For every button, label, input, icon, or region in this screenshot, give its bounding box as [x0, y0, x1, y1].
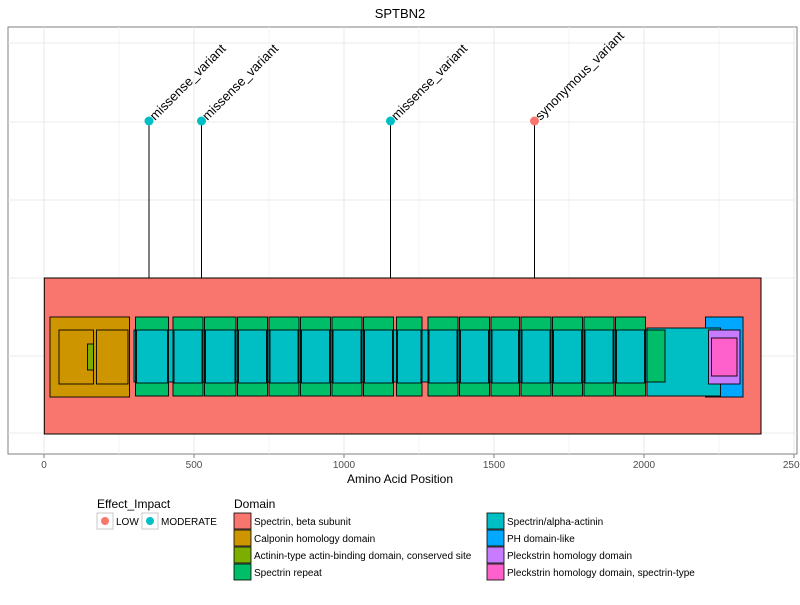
domain-box	[521, 329, 551, 384]
legend-item-label: Pleckstrin homology domain, spectrin-typ…	[507, 568, 695, 579]
legend-item-label: Spectrin, beta subunit	[254, 517, 351, 528]
x-tick-label: 500	[186, 460, 203, 471]
domain-box	[238, 329, 267, 384]
domain-box	[332, 329, 362, 384]
legend-key-swatch	[233, 512, 252, 530]
x-tick-label: 1500	[483, 460, 506, 471]
legend-key-swatch	[233, 563, 252, 581]
legend-key-swatch	[486, 546, 505, 564]
legend-item-label: Spectrin repeat	[254, 568, 322, 579]
domain-box	[584, 329, 614, 384]
domain-box	[428, 329, 458, 384]
legend-item-label: Pleckstrin homology domain	[507, 551, 632, 562]
domain-box	[173, 329, 203, 384]
legend-item-label: PH domain-like	[507, 534, 575, 545]
chart-title: SPTBN2	[375, 6, 426, 21]
legend-key-swatch	[233, 529, 252, 547]
lollipop-point	[197, 116, 206, 126]
domain-box	[96, 329, 129, 385]
legend-item-label: Calponin homology domain	[254, 534, 375, 545]
lollipop-point	[530, 116, 539, 126]
domain-box	[87, 343, 94, 371]
domain-box	[397, 329, 422, 384]
legend-effect-impact: Effect_Impact LOW MODERATE	[96, 497, 217, 530]
domain-box	[136, 329, 168, 384]
legend-effect-title: Effect_Impact	[97, 497, 171, 511]
domain-box	[616, 329, 645, 384]
x-tick-label: 0	[41, 460, 47, 471]
legend-item-label: Spectrin/alpha-actinin	[507, 517, 603, 528]
x-tick-label: 1000	[333, 460, 356, 471]
legend-key-swatch	[486, 512, 505, 530]
legend-key-point	[101, 517, 109, 525]
domain-box	[553, 329, 582, 384]
domain-box	[460, 329, 489, 384]
legend-key-point	[146, 517, 154, 525]
legend-key-swatch	[486, 529, 505, 547]
legend-item-label: Actinin-type actin-binding domain, conse…	[254, 551, 472, 562]
legend-domain-title: Domain	[234, 497, 275, 511]
domain-box	[364, 329, 393, 384]
x-tick-label: 2500	[783, 460, 800, 471]
domain-layer	[49, 316, 744, 398]
legend-domain: Domain Spectrin, beta subunit Calponin ho…	[233, 497, 695, 581]
legend-key-swatch	[486, 563, 505, 581]
x-axis-label: Amino Acid Position	[347, 472, 453, 486]
x-tick-label: 2000	[633, 460, 656, 471]
domain-box	[205, 329, 236, 384]
legend-item-label: LOW	[116, 517, 139, 528]
domain-box	[711, 337, 738, 377]
domain-box	[269, 329, 299, 384]
lollipop-point	[386, 116, 395, 126]
x-axis: 0 500 1000 1500 2000 2500	[41, 454, 800, 471]
legend-key-swatch	[233, 546, 252, 564]
lollipop-point	[144, 116, 154, 126]
domain-box	[491, 329, 519, 384]
domain-box	[301, 329, 330, 384]
domain-box	[646, 329, 666, 383]
legend-item-label: MODERATE	[161, 517, 217, 528]
